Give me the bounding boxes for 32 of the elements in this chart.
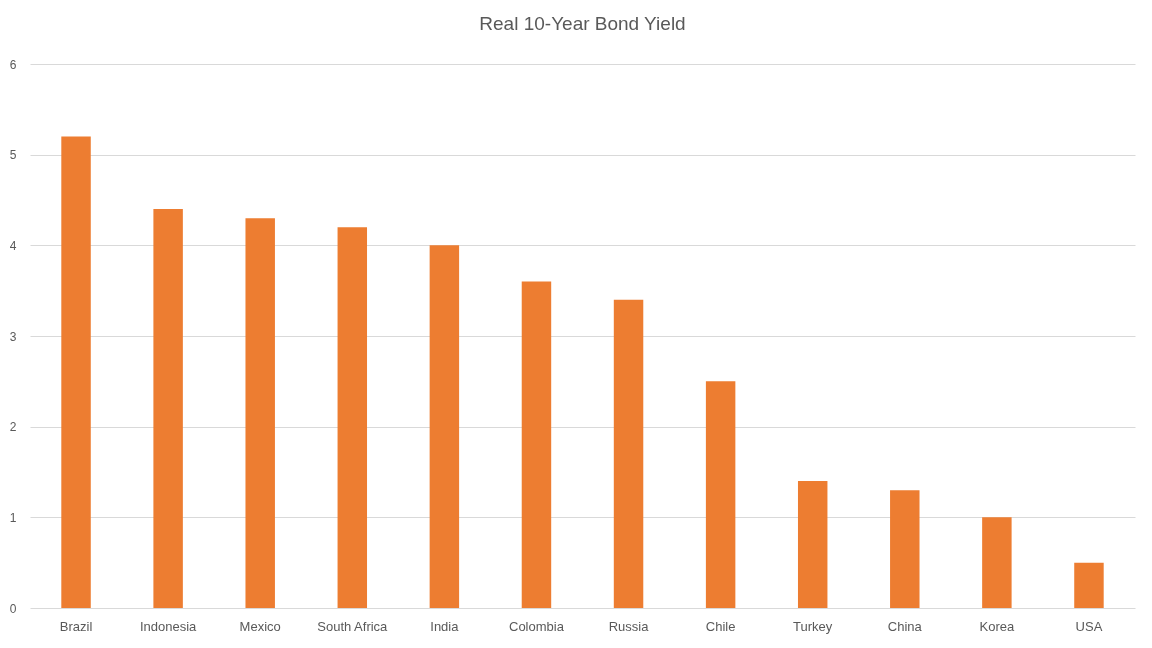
x-tick-label: Korea [979,618,1015,634]
bar [429,245,460,608]
bar [1074,562,1104,608]
y-tick-label: 6 [9,57,17,72]
x-tick-label: Chile [705,618,736,634]
bar [613,299,644,608]
y-tick-label: 4 [9,238,17,253]
bar [705,381,736,608]
x-tick-label: China [887,618,923,634]
x-tick-label: Mexico [239,618,281,634]
x-tick-label: USA [1075,618,1103,634]
x-tick-label: Russia [608,618,650,634]
chart-title: Real 10-Year Bond Yield [479,13,686,34]
y-tick-label: 1 [9,510,17,525]
x-tick-label: Colombia [509,618,565,634]
y-tick-label: 2 [9,420,17,435]
x-tick-label: Brazil [59,618,93,634]
y-tick-label: 3 [9,329,17,344]
bar [153,209,183,608]
y-tick-label: 0 [9,601,17,616]
bar [521,281,552,608]
x-tick-label: Turkey [793,618,833,634]
bar [797,481,828,608]
x-tick-label: South Africa [317,618,389,634]
x-tick-label: India [430,618,460,634]
bar [61,136,91,608]
bar [337,227,368,608]
bar [982,517,1012,608]
bar [245,218,275,608]
bar [890,490,920,608]
x-tick-label: Indonesia [139,618,198,634]
y-tick-label: 5 [9,148,17,163]
